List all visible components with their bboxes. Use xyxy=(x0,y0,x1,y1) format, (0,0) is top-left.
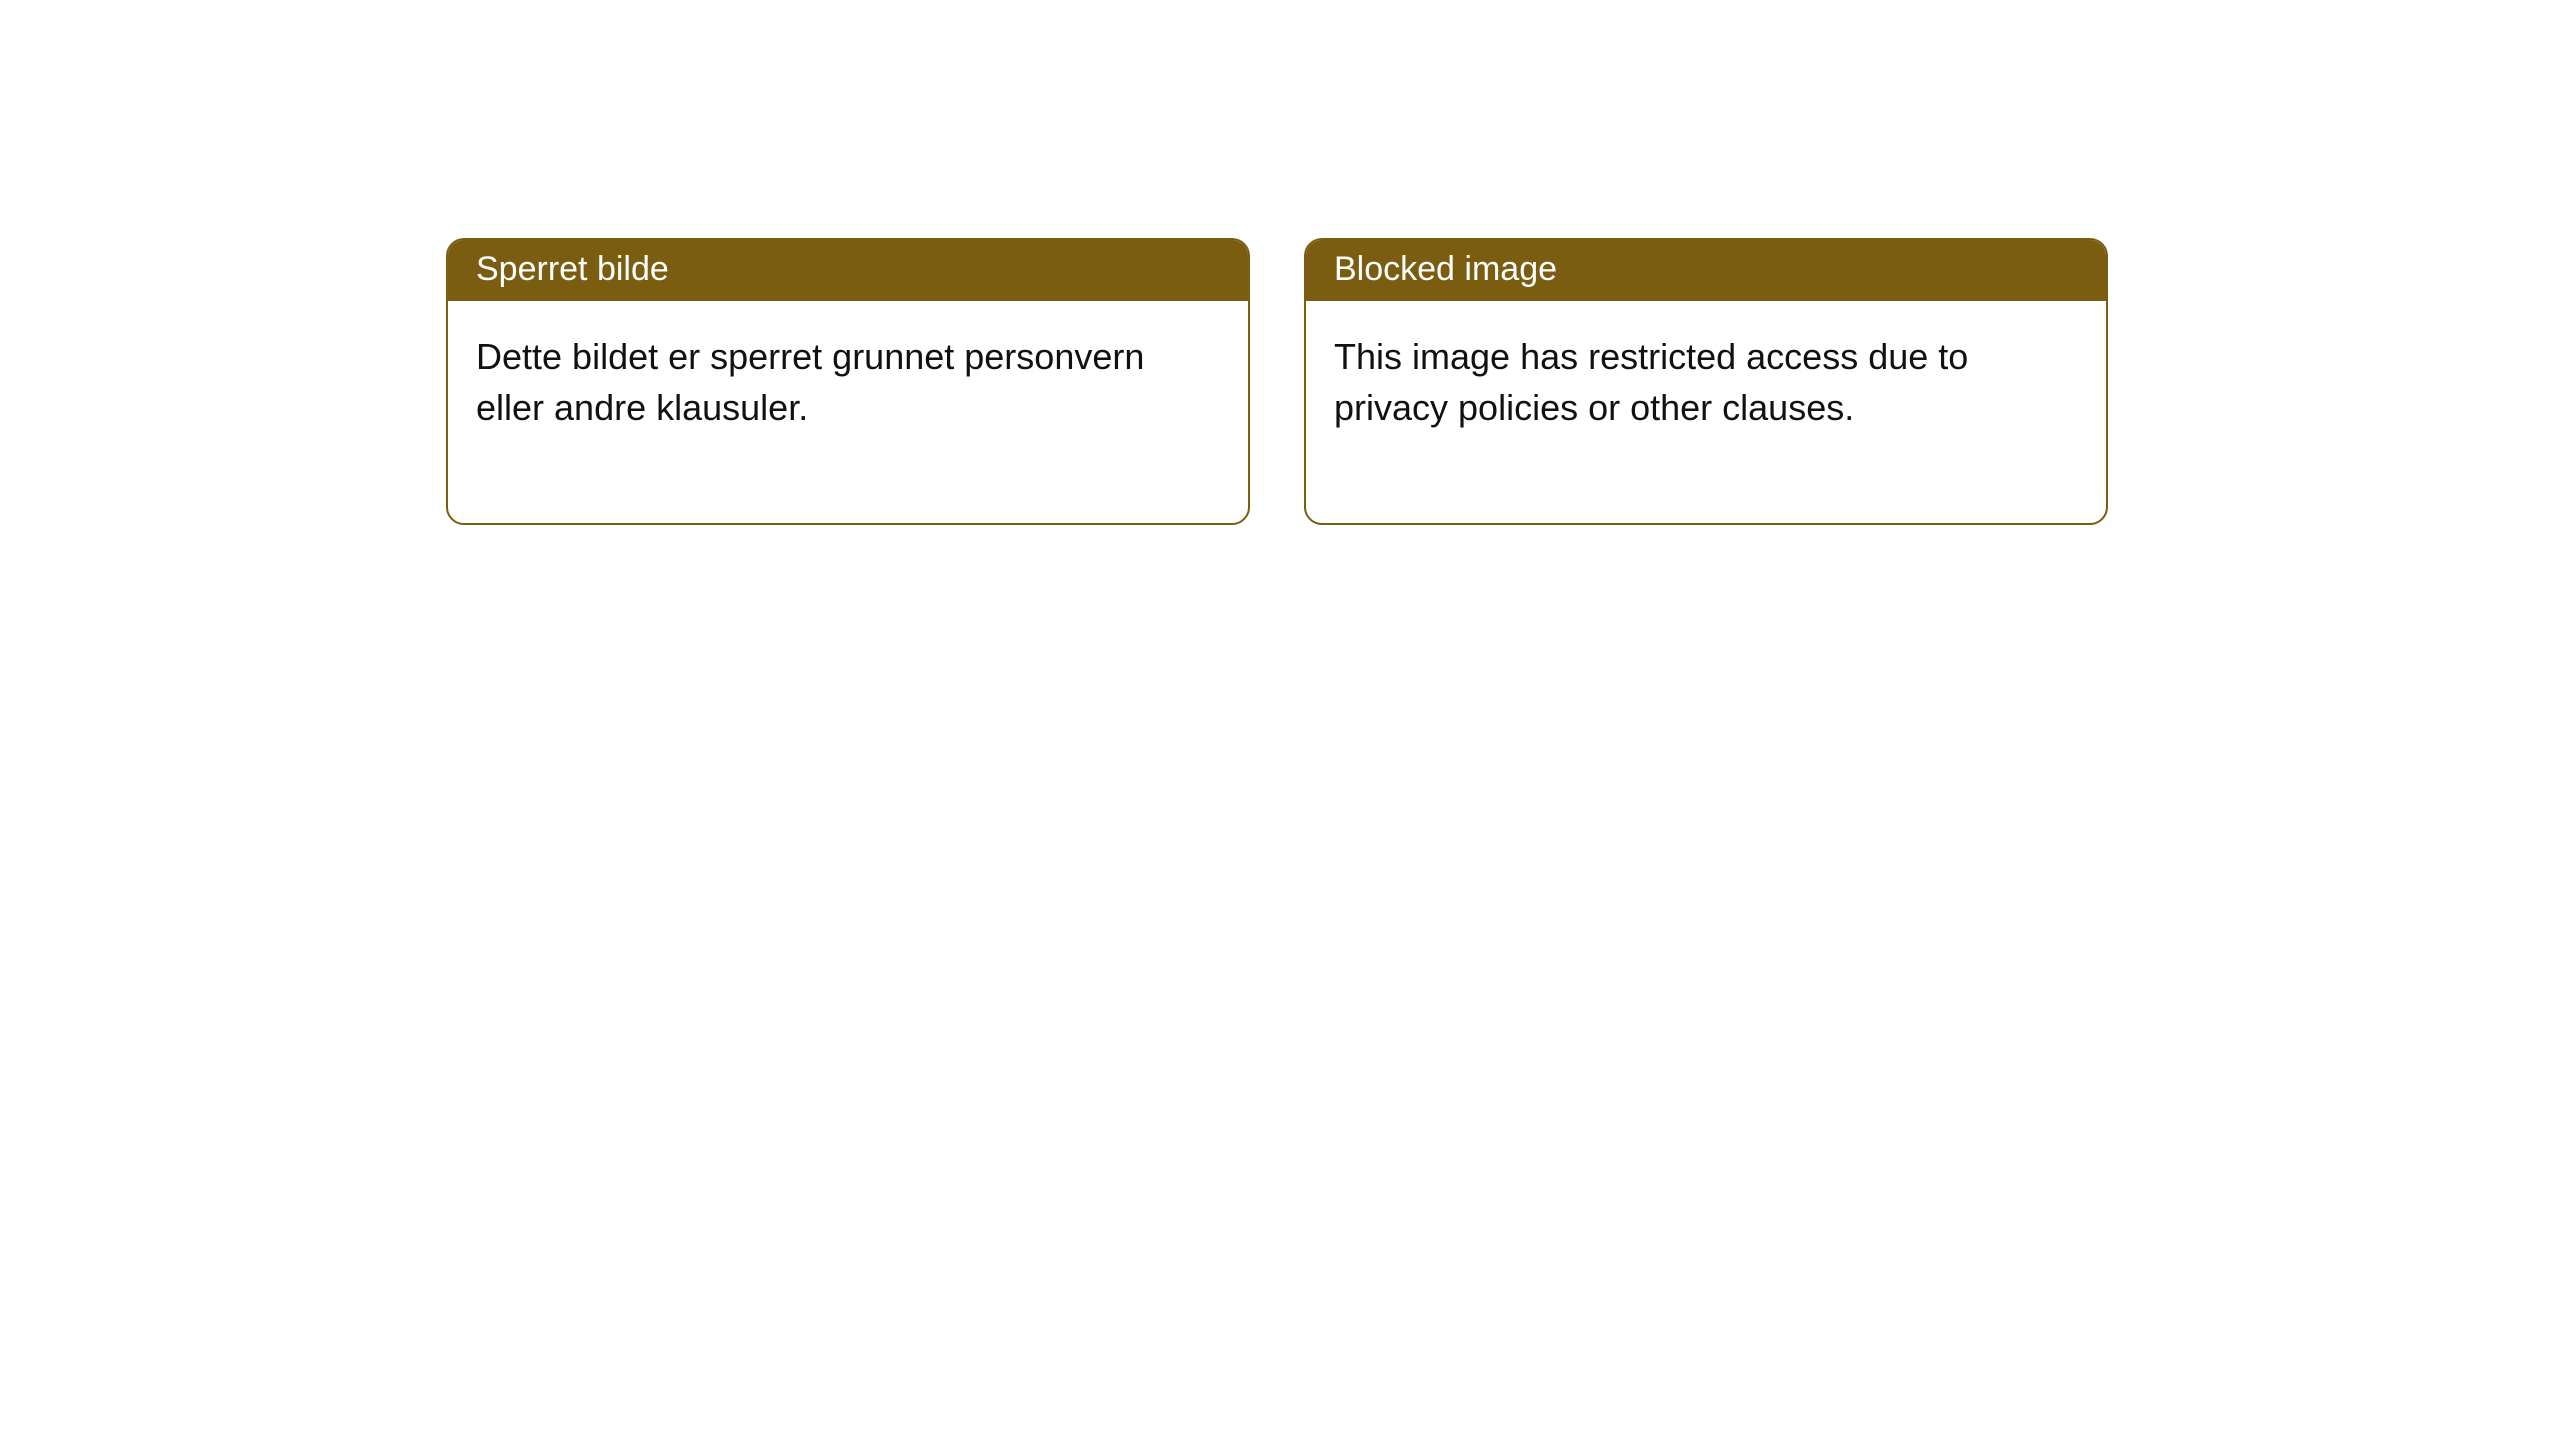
notice-header-norwegian: Sperret bilde xyxy=(448,240,1248,301)
notice-header-english: Blocked image xyxy=(1306,240,2106,301)
notice-container: Sperret bilde Dette bildet er sperret gr… xyxy=(0,0,2560,525)
notice-body-norwegian: Dette bildet er sperret grunnet personve… xyxy=(448,301,1248,523)
notice-card-norwegian: Sperret bilde Dette bildet er sperret gr… xyxy=(446,238,1250,525)
notice-card-english: Blocked image This image has restricted … xyxy=(1304,238,2108,525)
notice-body-english: This image has restricted access due to … xyxy=(1306,301,2106,523)
